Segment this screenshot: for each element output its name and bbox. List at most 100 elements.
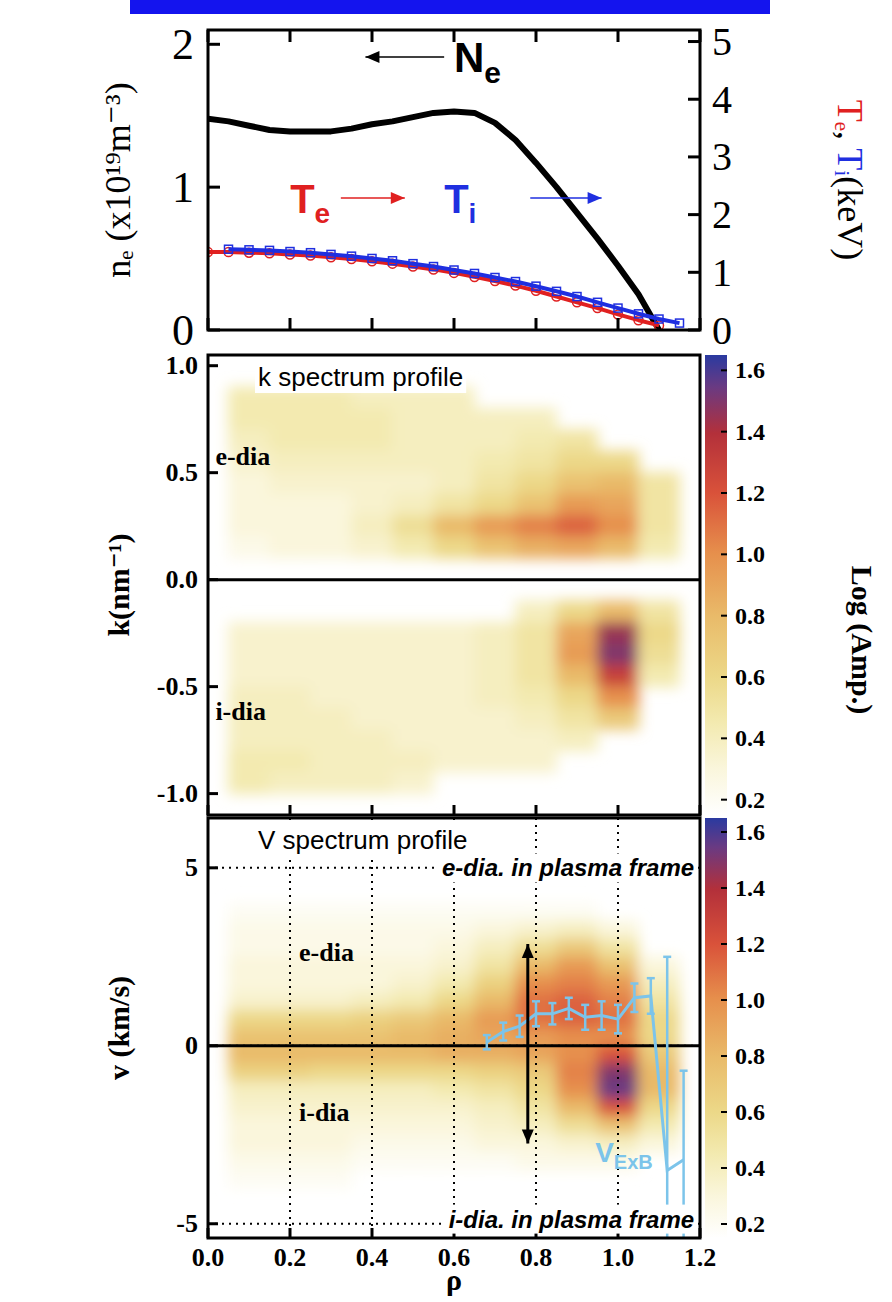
tick-label: 0.0	[192, 1243, 225, 1272]
frame	[208, 355, 700, 815]
marker	[368, 254, 376, 262]
heat-cell	[351, 665, 393, 687]
heat-cell	[228, 1134, 270, 1153]
heat-cell	[474, 472, 516, 494]
tick-label: 1.0	[166, 351, 199, 380]
heat-cell	[474, 939, 516, 958]
panel-title: k spectrum profile	[258, 362, 463, 392]
heat-cell	[474, 1134, 516, 1153]
colorbar-tick-label: 0.2	[735, 787, 765, 813]
colorbar-tick-label: 1.4	[735, 419, 765, 445]
colorbar-tick-label: 0.8	[735, 603, 765, 629]
error-bar	[499, 1023, 507, 1041]
heat-cell	[638, 1028, 680, 1047]
heat-cell	[556, 729, 598, 751]
colorbar-tick-label: 0.4	[735, 1155, 765, 1181]
heat-cell	[392, 708, 434, 730]
heat-cell	[269, 472, 311, 494]
error-bar-cap	[483, 1034, 491, 1037]
series-label: Ne	[454, 34, 501, 89]
axis-title-part: keV)	[830, 188, 870, 260]
tick	[371, 805, 374, 815]
frame	[208, 30, 700, 330]
heat-cell	[351, 622, 393, 644]
tick	[699, 1228, 702, 1238]
heat-cell	[597, 665, 639, 687]
heat-cell	[269, 708, 311, 730]
heat-cell	[228, 494, 270, 516]
subscript: i	[469, 198, 477, 229]
error-bar-cap	[499, 1039, 507, 1042]
heat-cell	[269, 429, 311, 451]
heat-cell	[474, 515, 516, 537]
heat-cell	[515, 472, 557, 494]
marker	[614, 310, 623, 319]
error-bar-cap	[630, 982, 638, 985]
error-bar-cap	[663, 956, 671, 959]
tick	[207, 318, 210, 330]
heat-cell	[515, 536, 557, 558]
tick-label: 0.2	[274, 1243, 307, 1272]
subscript: e	[315, 198, 331, 229]
label-patch	[255, 361, 466, 393]
heat-cell	[515, 643, 557, 665]
colorbar-tick	[721, 999, 727, 1001]
heat-cell	[638, 956, 680, 975]
heat-cell	[433, 643, 475, 665]
tick-label: 5	[185, 853, 198, 882]
plot-area	[208, 387, 700, 795]
colorbar-title: Log (Amp.)	[845, 566, 879, 714]
heat-cell	[638, 1045, 680, 1064]
heat-cell	[638, 992, 680, 1011]
heat-cell	[392, 939, 434, 958]
heat-cell	[638, 472, 680, 494]
heat-cell	[597, 515, 639, 537]
error-bar	[598, 1001, 606, 1029]
marker	[245, 246, 253, 254]
heat-cell	[228, 772, 270, 794]
marker	[594, 298, 602, 306]
axis-title-part: Tᵢ	[830, 140, 870, 176]
heat-cell	[310, 1010, 352, 1029]
error-bar	[548, 1003, 556, 1024]
heat-cell	[228, 1152, 270, 1171]
tick	[208, 866, 218, 869]
heat-cell	[515, 429, 557, 451]
error-bar-stem	[502, 1023, 505, 1041]
heat-cell	[433, 1010, 475, 1029]
arrow	[526, 944, 529, 1144]
heat-cell	[515, 729, 557, 751]
colorbar-tick	[721, 1167, 727, 1169]
tick	[289, 1228, 292, 1238]
heat-cell	[351, 750, 393, 772]
subscript: e	[484, 56, 501, 89]
heat-cell	[597, 974, 639, 993]
heat-cell	[556, 601, 598, 623]
heat-cell	[515, 903, 557, 922]
error-bar-stem	[600, 1001, 603, 1029]
heat-cell	[310, 1045, 352, 1064]
heat-cell	[433, 1045, 475, 1064]
axis-title: v (km/s)	[102, 976, 136, 1080]
heat-cell	[515, 665, 557, 687]
colorbar-tick	[721, 492, 727, 494]
heat-cell	[351, 772, 393, 794]
error-bar-cap	[565, 996, 573, 999]
annotation: i-dia	[299, 1098, 350, 1127]
marker	[491, 274, 499, 282]
heat-cell	[269, 729, 311, 751]
heat-cell	[310, 1063, 352, 1082]
heat-cell	[310, 772, 352, 794]
heat-cell	[351, 974, 393, 993]
error-bar	[565, 998, 573, 1019]
heat-cell	[269, 1170, 311, 1189]
heat-cell	[556, 708, 598, 730]
series-label: Ti	[444, 177, 476, 229]
marker	[450, 266, 458, 274]
heat-cell	[597, 451, 639, 473]
error-bar-cap	[598, 1029, 606, 1032]
heat-cell	[638, 515, 680, 537]
heat-cell	[392, 1010, 434, 1029]
heat-cell	[351, 429, 393, 451]
heat-cell	[433, 1063, 475, 1082]
